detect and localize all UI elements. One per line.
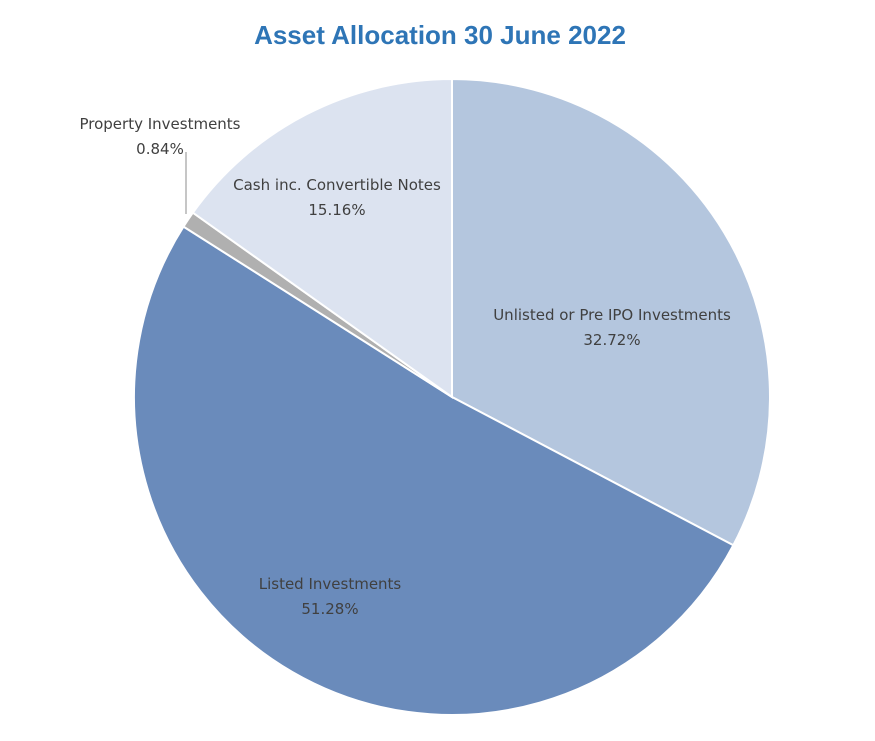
slice-value-label: 32.72% [583,331,640,349]
slice-category-label: Cash inc. Convertible Notes [233,176,441,194]
slice-value-label: 0.84% [136,140,184,158]
slice-category-label: Unlisted or Pre IPO Investments [493,306,731,324]
slices-layer [133,77,771,716]
pie-slice-unlisted-or-pre-ipo-investments [451,77,771,547]
slice-value-label: 15.16% [308,201,365,219]
chart-title: Asset Allocation 30 June 2022 [254,20,626,50]
slice-category-label: Listed Investments [259,575,402,593]
slice-value-label: 51.28% [301,600,358,618]
slice-labels-layer: Unlisted or Pre IPO Investments 32.72% Lis… [79,115,730,618]
slice-category-label: Property Investments [79,115,240,133]
pie-slice-listed-investments [133,225,735,716]
pie-slice-cash-inc-convertible-notes [191,77,453,399]
